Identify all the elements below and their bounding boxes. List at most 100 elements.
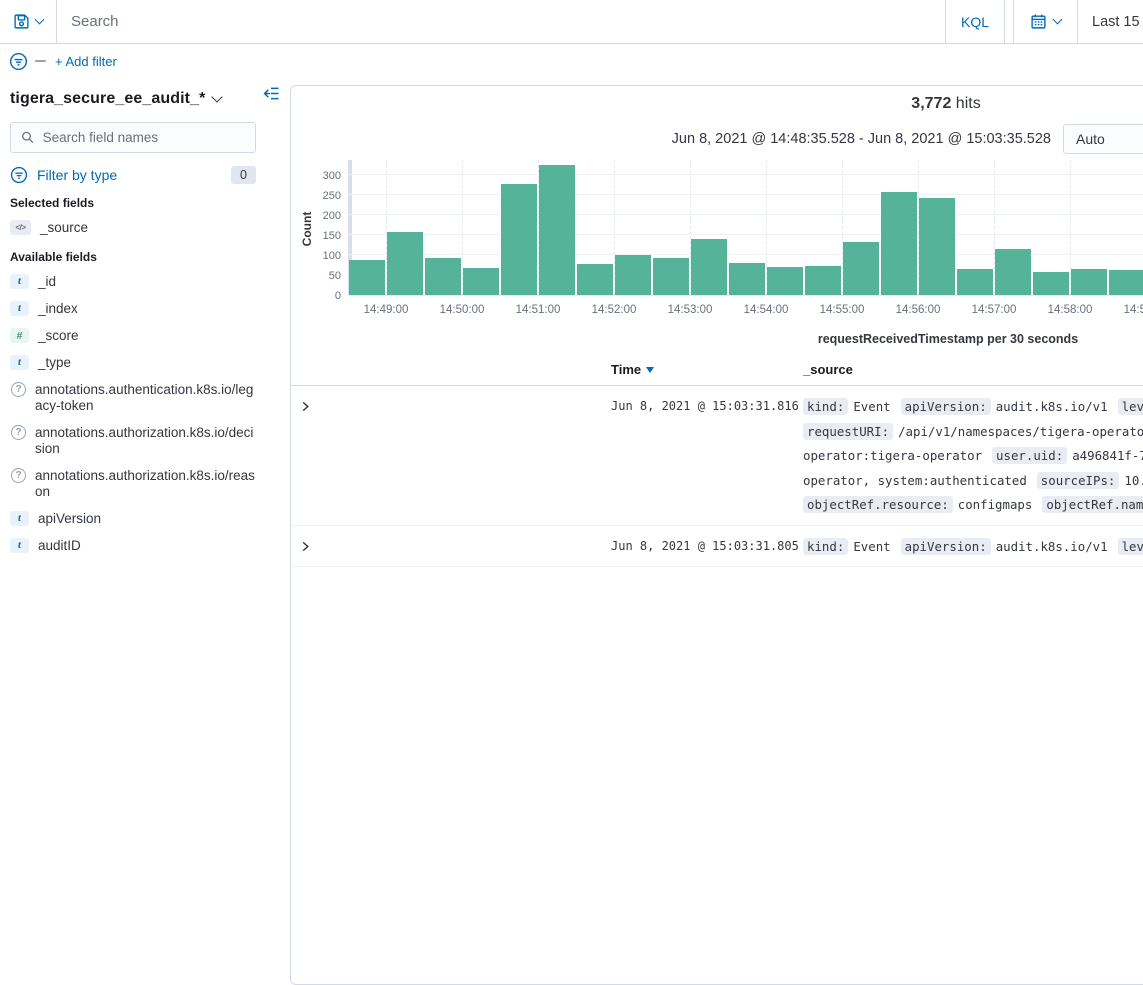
histogram-bar[interactable] bbox=[653, 258, 689, 295]
field-item-_score[interactable]: #_score bbox=[10, 328, 260, 344]
filter-by-type-row[interactable]: Filter by type 0 bbox=[10, 166, 256, 184]
fields-sidebar: tigera_secure_ee_audit_* Filter by type … bbox=[0, 80, 290, 557]
gridline bbox=[348, 214, 1143, 215]
histogram-bar[interactable] bbox=[615, 255, 651, 295]
selected-fields-heading: Selected fields bbox=[10, 196, 280, 210]
field-item-_index[interactable]: t_index bbox=[10, 301, 260, 317]
available-fields-heading: Available fields bbox=[10, 250, 280, 264]
discover-panel: 3,772 hits Jun 8, 2021 @ 14:48:35.528 - … bbox=[290, 85, 1143, 985]
source-line: kind:EventapiVersion:audit.k8s.io/v1leve… bbox=[803, 535, 1143, 560]
field-search-input[interactable] bbox=[43, 130, 245, 145]
source-value: audit.k8s.io/v1 bbox=[996, 399, 1108, 414]
field-name: auditID bbox=[38, 538, 81, 554]
expand-row-icon[interactable] bbox=[300, 539, 311, 557]
histogram-bar[interactable] bbox=[1109, 270, 1143, 295]
histogram-bar[interactable] bbox=[843, 242, 879, 295]
query-bar: KQL Last 15 minutes bbox=[0, 0, 1143, 44]
field-type-number-icon: # bbox=[10, 328, 29, 343]
add-filter-button[interactable]: + Add filter bbox=[55, 54, 117, 69]
y-tick-label: 200 bbox=[323, 210, 341, 222]
x-tick-label: 14:57:00 bbox=[972, 304, 1017, 316]
interval-select[interactable]: Auto bbox=[1063, 124, 1143, 154]
expand-row-icon[interactable] bbox=[300, 399, 311, 417]
source-value: 10.128.0.72 bbox=[1124, 473, 1143, 488]
source-key: kind: bbox=[803, 398, 848, 415]
field-item-annotations.authorization.k8s.io/decision[interactable]: ?annotations.authorization.k8s.io/decisi… bbox=[10, 425, 260, 457]
histogram-bar[interactable] bbox=[957, 269, 993, 295]
row-timestamp: Jun 8, 2021 @ 15:03:31.805 bbox=[611, 539, 799, 553]
field-item-_type[interactable]: t_type bbox=[10, 355, 260, 371]
chevron-down-icon bbox=[1053, 15, 1063, 25]
filter-menu-icon[interactable] bbox=[9, 52, 28, 71]
histogram-bar[interactable] bbox=[463, 268, 499, 295]
selected-fields-list: </>_source bbox=[10, 220, 280, 236]
source-key: user.uid: bbox=[992, 447, 1067, 464]
x-tick-label: 14:56:00 bbox=[896, 304, 941, 316]
field-item-_id[interactable]: t_id bbox=[10, 274, 260, 290]
source-value: Event bbox=[853, 399, 890, 414]
field-name: apiVersion bbox=[38, 511, 101, 527]
documents-table: Time _source Jun 8, 2021 @ 15:03:31.816 k… bbox=[291, 356, 1143, 567]
search-input[interactable] bbox=[57, 0, 945, 43]
time-column-header[interactable]: Time bbox=[611, 362, 654, 377]
histogram-bar[interactable] bbox=[1071, 269, 1107, 295]
field-name: annotations.authorization.k8s.io/reason bbox=[35, 468, 260, 500]
x-tick-label: 14:54:00 bbox=[744, 304, 789, 316]
field-type-t-icon: t bbox=[10, 274, 29, 289]
histogram-bar[interactable] bbox=[881, 192, 917, 295]
y-tick-label: 0 bbox=[335, 290, 341, 302]
histogram-bar[interactable] bbox=[501, 184, 537, 295]
collapse-sidebar-button[interactable] bbox=[262, 86, 280, 101]
field-item-annotations.authentication.k8s.io/legacy-token[interactable]: ?annotations.authentication.k8s.io/legac… bbox=[10, 382, 260, 414]
field-item-annotations.authorization.k8s.io/reason[interactable]: ? annotations.authorization.k8s.io/reason bbox=[10, 468, 260, 500]
field-item-apiVersion[interactable]: t apiVersion bbox=[10, 511, 260, 527]
histogram-bar[interactable] bbox=[919, 198, 955, 295]
y-tick-label: 300 bbox=[323, 170, 341, 182]
histogram-bar[interactable] bbox=[539, 165, 575, 295]
source-value: configmaps bbox=[958, 497, 1033, 512]
histogram-bar[interactable] bbox=[805, 266, 841, 295]
index-pattern-selector[interactable]: tigera_secure_ee_audit_* bbox=[10, 90, 280, 108]
date-picker: Last 15 minutes bbox=[1013, 0, 1143, 43]
y-tick-label: 50 bbox=[329, 270, 341, 282]
collapse-left-icon bbox=[262, 86, 280, 101]
field-name: _index bbox=[38, 301, 78, 317]
histogram-bar[interactable] bbox=[691, 239, 727, 295]
hits-count: 3,772 hits bbox=[911, 95, 980, 113]
histogram-bar[interactable] bbox=[1033, 272, 1069, 295]
row-timestamp: Jun 8, 2021 @ 15:03:31.816 bbox=[611, 399, 799, 413]
field-item-_source[interactable]: </>_source bbox=[10, 220, 260, 236]
histogram-bar[interactable] bbox=[387, 232, 423, 295]
histogram-bar[interactable] bbox=[995, 249, 1031, 295]
source-column-header: _source bbox=[803, 362, 853, 377]
plot-area bbox=[348, 160, 1143, 296]
time-range-button[interactable]: Last 15 minutes bbox=[1078, 0, 1143, 43]
saved-query-menu-button[interactable] bbox=[0, 0, 57, 43]
field-type-unknown-icon: ? bbox=[11, 468, 26, 483]
histogram-bar[interactable] bbox=[425, 258, 461, 295]
x-tick-label: 14:50:00 bbox=[440, 304, 485, 316]
histogram-bar[interactable] bbox=[577, 264, 613, 295]
y-tick-label: 250 bbox=[323, 190, 341, 202]
field-search-box bbox=[10, 122, 256, 153]
histogram-bar[interactable] bbox=[729, 263, 765, 295]
kql-language-button[interactable]: KQL bbox=[945, 0, 1004, 43]
histogram-bar[interactable] bbox=[767, 267, 803, 295]
field-type-t-icon: t bbox=[10, 511, 29, 526]
source-key: objectRef.resource: bbox=[803, 496, 953, 513]
date-quick-select-button[interactable] bbox=[1014, 0, 1078, 43]
source-value: operator, system:authenticated bbox=[803, 473, 1027, 488]
hits-label: hits bbox=[951, 95, 980, 112]
source-key: objectRef.namespace: bbox=[1042, 496, 1143, 513]
source-key: level: bbox=[1118, 398, 1143, 415]
histogram-bar[interactable] bbox=[349, 260, 385, 295]
search-icon bbox=[21, 130, 35, 145]
field-type-t-icon: t bbox=[10, 355, 29, 370]
field-type-unknown-icon: ? bbox=[11, 382, 26, 397]
source-line: objectRef.resource: configmaps objectRef.n… bbox=[803, 493, 1143, 518]
table-header: Time _source bbox=[291, 356, 1143, 386]
